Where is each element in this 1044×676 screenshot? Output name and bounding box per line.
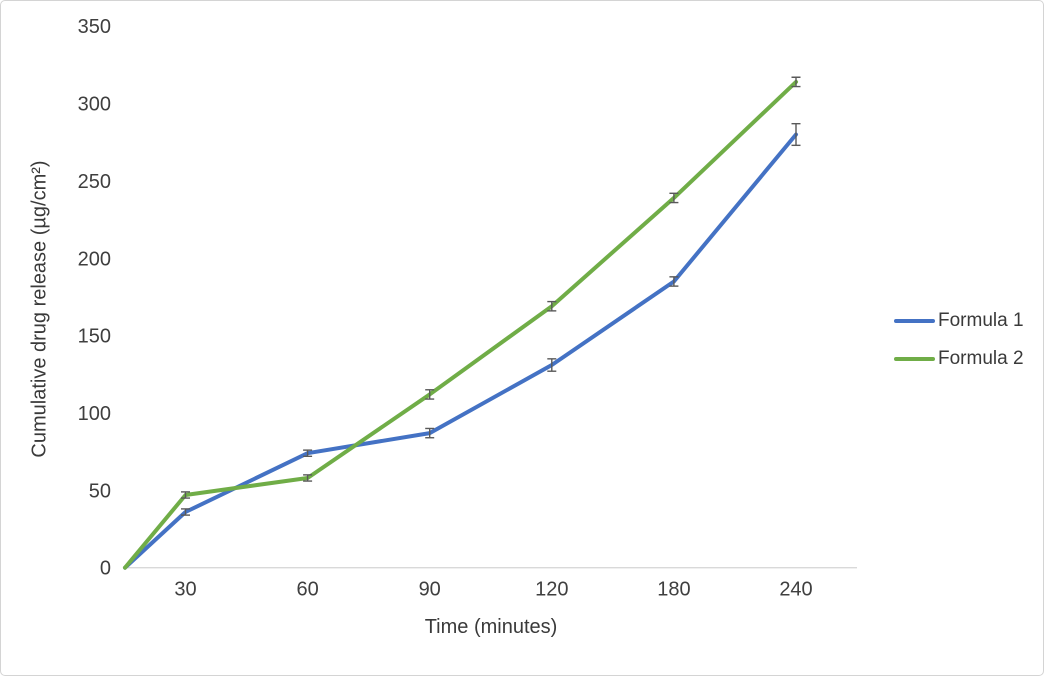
- legend-entry-formula-2: Formula 2: [894, 346, 1024, 372]
- legend-line-swatch-formula-2: [894, 357, 935, 361]
- y-tick-label: 250: [78, 171, 111, 193]
- legend-label-formula-1: Formula 1: [938, 310, 1024, 331]
- legend-entry-formula-1: Formula 1: [894, 308, 1024, 334]
- y-tick-label: 0: [100, 558, 111, 580]
- series-line-1: [123, 132, 798, 570]
- x-tick-label: 90: [419, 579, 441, 601]
- x-axis-title: Time (minutes): [424, 616, 558, 638]
- x-tick-label: 30: [174, 579, 196, 601]
- x-tick-label: 240: [779, 579, 812, 601]
- legend: Formula 1 Formula 2: [894, 308, 1024, 384]
- y-tick-label: 50: [89, 480, 111, 502]
- x-tick-label: 120: [535, 579, 568, 601]
- legend-label-formula-2: Formula 2: [938, 348, 1024, 369]
- y-tick-label: 300: [78, 94, 111, 116]
- y-tick-label: 150: [78, 326, 111, 348]
- x-tick-label: 180: [657, 579, 690, 601]
- y-tick-label: 350: [78, 16, 111, 38]
- legend-line-swatch-formula-1: [894, 319, 935, 323]
- x-tick-label: 60: [296, 579, 318, 601]
- y-tick-label: 100: [78, 403, 111, 425]
- y-axis-title: Cumulative drug release (µg/cm²): [28, 160, 51, 458]
- y-tick-label: 200: [78, 248, 111, 270]
